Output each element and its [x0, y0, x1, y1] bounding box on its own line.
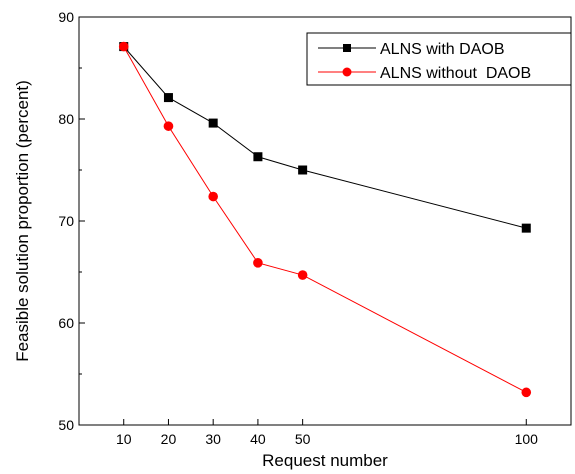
legend-label-1: ALNS without DAOB [380, 65, 531, 82]
data-point-0-1 [163, 93, 173, 103]
x-tick-label-1: 20 [161, 431, 177, 447]
x-tick-label-2: 30 [205, 431, 221, 447]
x-tick-label-3: 40 [250, 431, 266, 447]
data-point-1-0 [118, 41, 129, 52]
x-tick-label-0: 10 [116, 431, 132, 447]
data-point-0-2 [208, 118, 218, 128]
data-point-1-1 [163, 121, 174, 131]
data-point-0-3 [253, 152, 263, 162]
data-point-1-3 [253, 258, 263, 268]
y-tick-label-2: 70 [58, 213, 74, 229]
legend-marker-1 [342, 67, 352, 77]
y-tick-label-3: 80 [58, 111, 74, 127]
x-tick-label-4: 50 [295, 431, 311, 447]
y-tick-label-1: 60 [58, 315, 74, 331]
series-layer [118, 41, 532, 398]
y-tick-label-0: 50 [58, 417, 74, 433]
legend-box [306, 32, 572, 86]
x-axis: 10 20 30 40 50 100 [116, 419, 538, 447]
data-point-0-5 [521, 223, 531, 233]
legend: ALNS with DAOB ALNS without DAOB [306, 32, 572, 86]
series-line-0 [123, 46, 527, 229]
y-axis-title: Feasible solution proportion (percent) [13, 80, 32, 362]
data-point-1-5 [521, 387, 532, 398]
series-line-1 [123, 46, 527, 393]
x-tick-label-5: 100 [515, 431, 539, 447]
data-point-1-2 [208, 191, 218, 202]
data-point-1-4 [297, 270, 308, 280]
y-axis: 50 60 70 80 90 [58, 9, 85, 433]
y-tick-label-4: 90 [58, 9, 74, 25]
x-axis-title: Request number [262, 451, 388, 470]
data-point-0-4 [298, 165, 308, 175]
legend-label-0: ALNS with DAOB [380, 41, 504, 58]
legend-marker-0 [343, 44, 351, 52]
